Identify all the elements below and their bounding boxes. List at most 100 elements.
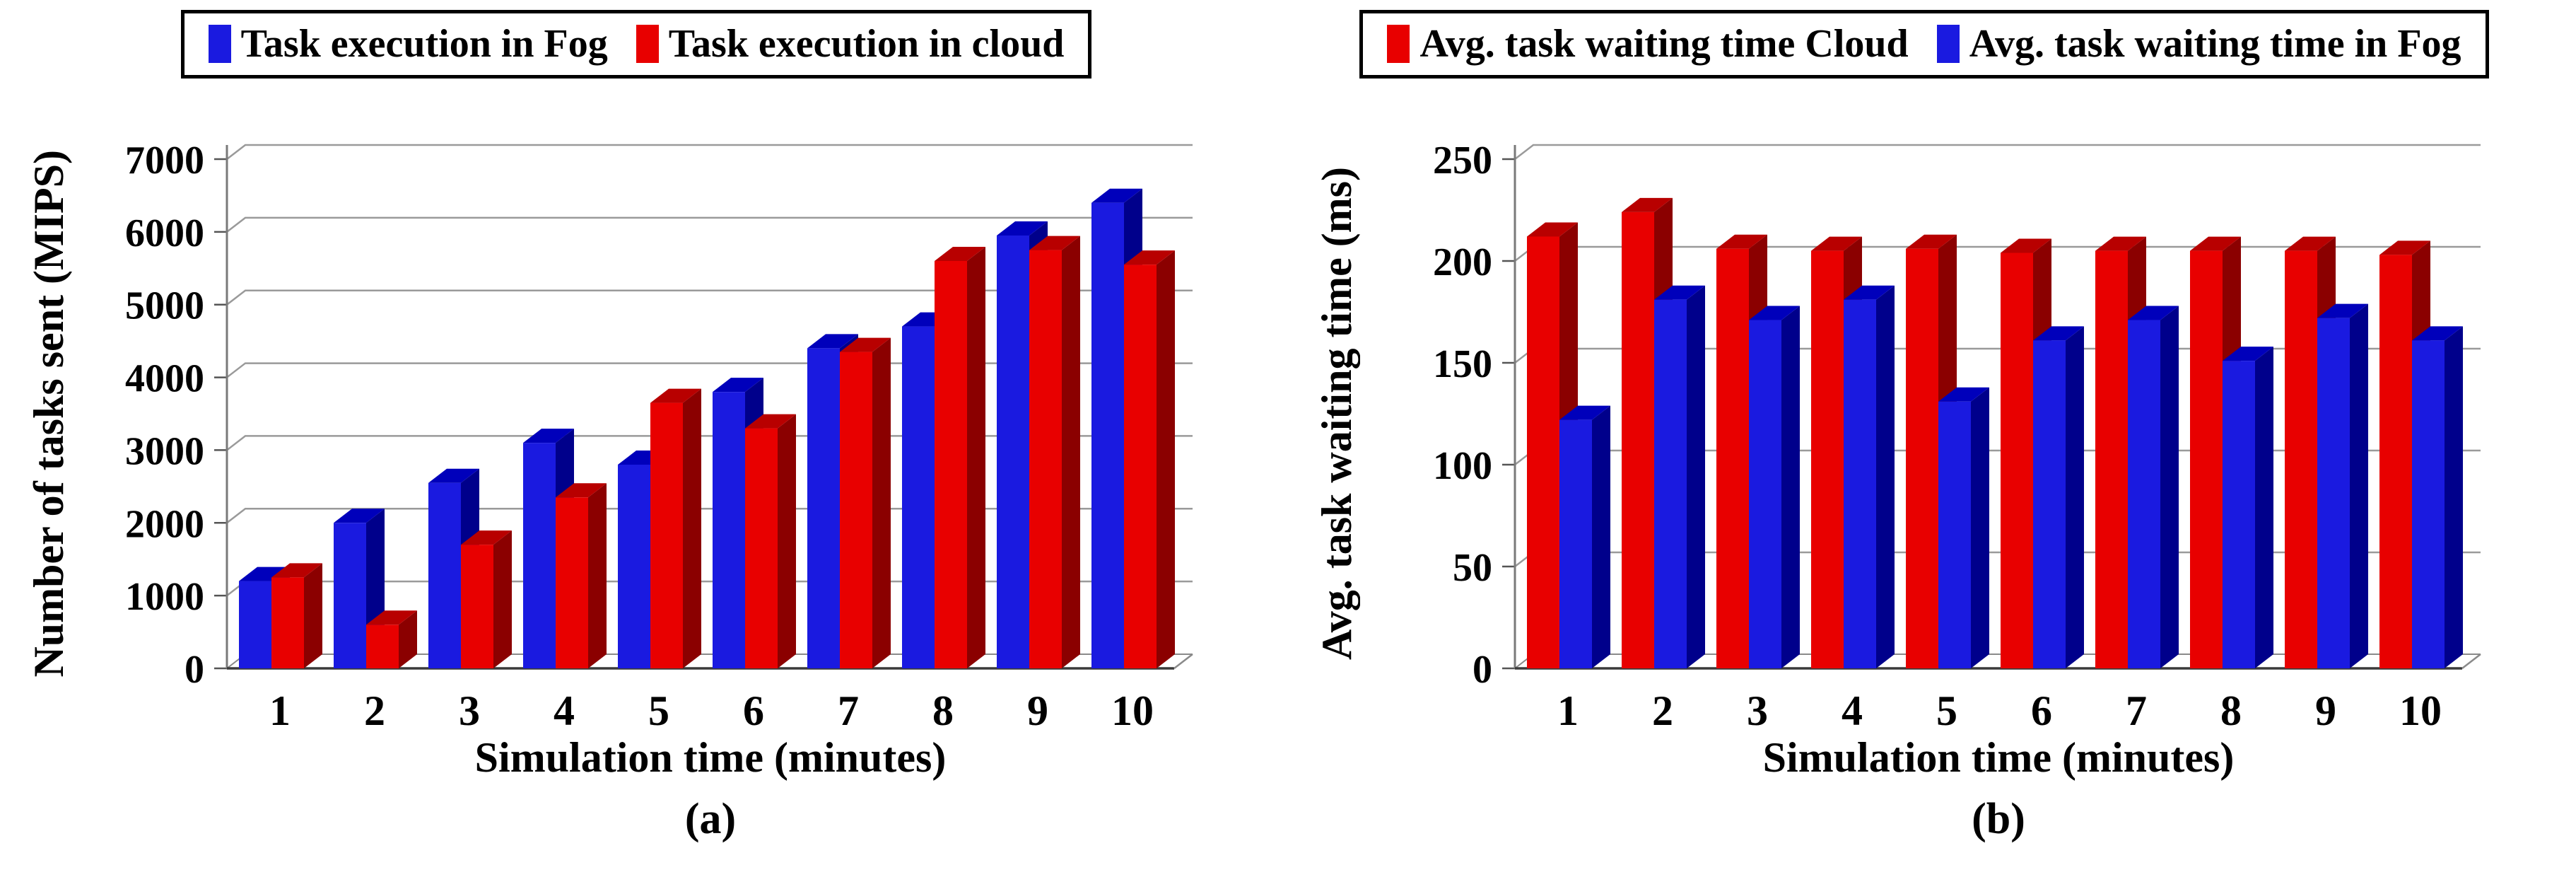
bar-cloud <box>840 337 891 668</box>
bar-top-face <box>2128 306 2179 320</box>
bar-top-face <box>650 388 701 403</box>
bar-top-face <box>1654 285 1705 300</box>
x-tick-label: 1 <box>1557 687 1579 734</box>
legend-swatch-cloud <box>636 25 659 64</box>
bar-side-face <box>493 530 512 668</box>
bar-top-face <box>2285 236 2336 251</box>
bar-front-face <box>2128 320 2160 668</box>
y-tick-label: 2000 <box>125 502 204 546</box>
bar-fog <box>1559 405 1610 668</box>
legend-item: Task execution in cloud <box>636 23 1064 65</box>
bar-fog <box>2317 303 2368 668</box>
bar-front-face <box>935 260 967 668</box>
bar-top-face <box>713 377 763 392</box>
bar-fog <box>1938 387 1989 668</box>
chart-row-b: Avg. task waiting time (ms) 0 50 100 150 200… <box>1313 81 2533 746</box>
gridline <box>1514 144 2481 160</box>
x-tick-label: 5 <box>648 687 669 734</box>
bar-front-face <box>2001 252 2033 668</box>
bar-front-face <box>1811 250 1844 668</box>
gridline <box>226 144 1193 160</box>
bar-side-face <box>304 563 322 668</box>
bar-cloud <box>1124 250 1175 668</box>
panel-a: Task execution in Fog Task execution in c… <box>0 0 1272 877</box>
bar-top-face <box>807 334 858 349</box>
y-tick-label: 1000 <box>125 575 204 619</box>
bar-side-face <box>2066 326 2084 668</box>
bar-side-face <box>2160 306 2179 668</box>
bar-side-face <box>967 246 985 668</box>
bar-top-face <box>556 483 607 498</box>
bar-front-face <box>997 235 1029 668</box>
legend-swatch-fog <box>1936 25 1960 64</box>
bar-top-face <box>2095 236 2146 251</box>
bar-top-face <box>271 563 322 578</box>
bar-front-face <box>1716 248 1749 668</box>
bar-side-face <box>399 610 417 668</box>
bar-side-face <box>1157 250 1175 668</box>
bar-top-face <box>523 428 574 443</box>
y-tick-label: 100 <box>1433 444 1492 488</box>
bar-cloud <box>1029 236 1080 668</box>
bar-side-face <box>778 414 796 668</box>
legend-label: Task execution in Fog <box>240 22 608 66</box>
floor-right-edge <box>1173 653 1193 669</box>
bar-side-face <box>1876 285 1895 668</box>
bar-front-face <box>1559 419 1592 668</box>
bar-front-face <box>556 497 588 668</box>
bar-fog <box>2412 326 2463 668</box>
bar-front-face <box>523 442 556 668</box>
bar-front-face <box>745 428 778 668</box>
bar-cloud <box>461 530 512 668</box>
bar-front-face <box>2223 360 2255 668</box>
bar-side-face <box>1781 306 1800 668</box>
y-tick-label: 250 <box>1433 139 1492 182</box>
x-tick-label: 4 <box>554 687 575 734</box>
bar-front-face <box>1749 320 1781 668</box>
bar-front-face <box>1622 211 1654 668</box>
x-tick-label: 1 <box>269 687 291 734</box>
bar-top-face <box>2001 238 2051 253</box>
bar-cloud <box>935 246 985 668</box>
bar-front-face <box>1091 202 1124 668</box>
bar-top-face <box>1124 250 1175 265</box>
legend-label: Avg. task waiting time Cloud <box>1419 22 1909 66</box>
bar-side-face <box>1971 387 1989 668</box>
bar-fog <box>2223 346 2273 668</box>
legend-b: Avg. task waiting time Cloud Avg. task wa… <box>1359 10 2489 79</box>
bar-fog <box>1749 306 1800 668</box>
x-tick-label: 8 <box>932 687 954 734</box>
bar-top-face <box>428 468 479 483</box>
bar-top-face <box>239 567 290 581</box>
bar-top-face <box>1527 222 1578 237</box>
bar-top-face <box>1811 236 1862 251</box>
panel-b: Avg. task waiting time Cloud Avg. task wa… <box>1272 0 2576 877</box>
bar-front-face <box>271 577 304 668</box>
bar-top-face <box>366 610 417 625</box>
bar-front-face <box>650 402 683 668</box>
x-tick-label: 4 <box>1842 687 1863 734</box>
legend-item: Avg. task waiting time Cloud <box>1387 22 1909 66</box>
y-tick-label: 6000 <box>125 211 204 255</box>
bar-front-face <box>2412 340 2445 668</box>
bar-top-face <box>1906 234 1957 249</box>
bar-top-face <box>2190 236 2241 251</box>
bar-front-face <box>366 625 399 668</box>
bar-top-face <box>935 246 985 261</box>
gridline <box>226 289 1193 306</box>
bar-top-face <box>2379 240 2430 255</box>
bar-front-face <box>2033 340 2066 668</box>
bar-front-face <box>618 464 650 668</box>
x-axis-title-b: Simulation time (minutes) <box>1762 733 2235 781</box>
x-tick-label: 3 <box>1747 687 1768 734</box>
bar-front-face <box>2379 255 2412 668</box>
bar-top-face <box>840 337 891 352</box>
x-tick-label: 6 <box>743 687 764 734</box>
bar-cloud <box>745 414 796 668</box>
bottom-a: Simulation time (minutes) (a) <box>0 736 1272 841</box>
bar-cloud <box>650 388 701 668</box>
bar-top-face <box>1029 236 1080 250</box>
bar-top-face <box>2033 326 2084 341</box>
y-tick-label: 0 <box>185 648 204 692</box>
